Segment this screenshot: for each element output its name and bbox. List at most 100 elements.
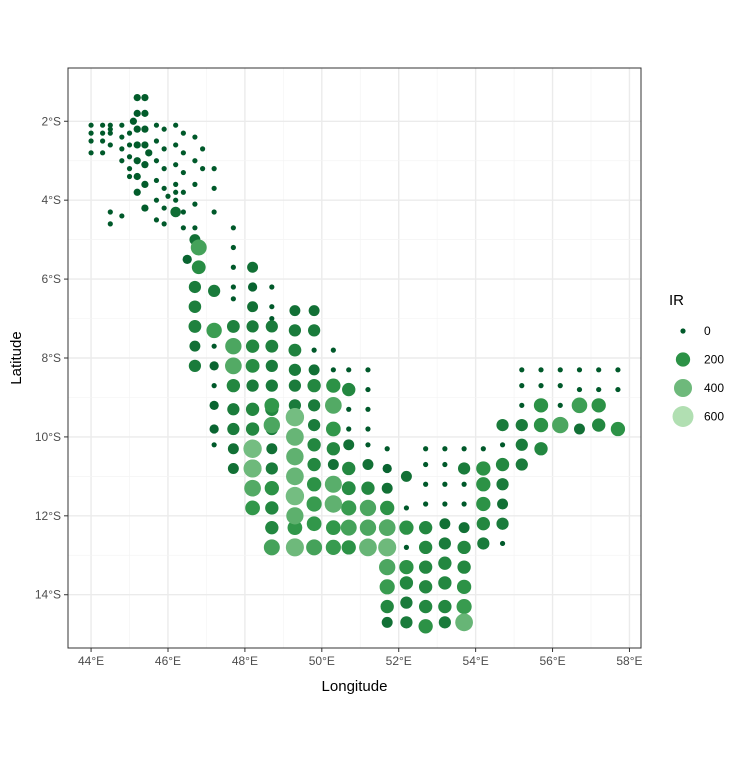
data-point (226, 378, 241, 393)
data-point (533, 417, 549, 433)
data-point (325, 421, 341, 437)
data-point (173, 142, 179, 148)
data-point (230, 284, 236, 290)
data-point (211, 383, 217, 389)
data-point (265, 462, 278, 475)
data-point (230, 225, 236, 231)
data-point (88, 122, 94, 128)
data-point (496, 478, 509, 491)
legend-key (680, 328, 686, 334)
y-axis-title: Latitude (8, 331, 25, 384)
data-point (346, 406, 352, 412)
data-point (476, 517, 490, 531)
data-point (362, 459, 374, 471)
data-point (245, 500, 260, 516)
data-point (107, 126, 113, 132)
data-point (365, 386, 371, 393)
data-point (209, 400, 219, 410)
data-point (189, 340, 201, 352)
data-point (243, 439, 262, 458)
data-point (107, 209, 113, 215)
y-tick-label: 2°S (42, 114, 61, 128)
data-point (161, 126, 167, 132)
data-point (264, 397, 280, 413)
data-point (380, 500, 395, 516)
data-point (141, 161, 149, 169)
x-axis-title: Longitude (322, 678, 388, 695)
data-point (266, 443, 278, 455)
data-point (225, 357, 242, 375)
data-point (442, 501, 448, 507)
y-tick-label: 6°S (42, 272, 61, 286)
data-point (381, 616, 393, 628)
data-point (533, 398, 549, 413)
data-point (557, 367, 563, 373)
data-point (153, 177, 160, 184)
data-point (141, 180, 149, 189)
data-point (418, 560, 433, 574)
data-point (324, 495, 343, 513)
data-point (173, 162, 179, 168)
x-tick-label: 48°E (232, 654, 258, 668)
data-point (438, 599, 452, 614)
data-point (461, 481, 467, 487)
data-point (230, 296, 236, 302)
data-point (119, 213, 125, 219)
data-point (346, 367, 352, 373)
data-point (538, 383, 544, 389)
data-point (129, 117, 137, 125)
data-point (161, 221, 167, 227)
legend-title: IR (669, 292, 684, 309)
data-point (519, 367, 525, 373)
data-point (418, 580, 433, 594)
data-point (442, 461, 448, 468)
data-point (519, 402, 525, 408)
data-point (192, 134, 198, 140)
data-point (476, 477, 491, 492)
data-point (211, 209, 217, 215)
data-point (307, 438, 321, 452)
x-tick-label: 54°E (463, 654, 489, 668)
data-point (126, 154, 133, 160)
data-point (456, 598, 472, 615)
data-point (225, 337, 242, 355)
data-point (311, 347, 317, 353)
data-point (100, 130, 106, 136)
data-point (161, 185, 167, 191)
data-point (552, 416, 569, 434)
axes: 44°E 46°E 48°E 50°E 52°E 54°E 56°E 58°E 2°S 4°S 6°… (35, 114, 643, 668)
data-point (227, 403, 240, 416)
data-point (346, 426, 352, 432)
data-point (246, 320, 259, 333)
data-point (306, 516, 322, 532)
data-point (403, 544, 410, 550)
data-point (247, 301, 259, 313)
data-point (247, 261, 259, 273)
data-point (400, 616, 413, 629)
data-point (286, 467, 304, 486)
data-point (456, 579, 472, 594)
data-point (571, 397, 588, 414)
data-point (341, 540, 356, 555)
data-point (199, 146, 206, 152)
data-point (264, 481, 279, 496)
y-tick-label: 10°S (35, 430, 61, 444)
data-point (418, 599, 433, 614)
data-point (192, 201, 198, 207)
data-point (192, 225, 198, 231)
data-point (442, 446, 448, 452)
data-point (126, 142, 133, 148)
data-point (188, 359, 202, 373)
data-point (480, 446, 486, 452)
data-point (199, 166, 206, 172)
data-point (100, 150, 106, 156)
data-point (573, 423, 585, 435)
data-point (515, 418, 528, 432)
y-tick-label: 12°S (35, 509, 61, 523)
data-point (418, 540, 433, 555)
data-point (384, 446, 390, 452)
data-point (457, 540, 471, 555)
data-point (496, 418, 509, 432)
data-point (190, 239, 207, 256)
